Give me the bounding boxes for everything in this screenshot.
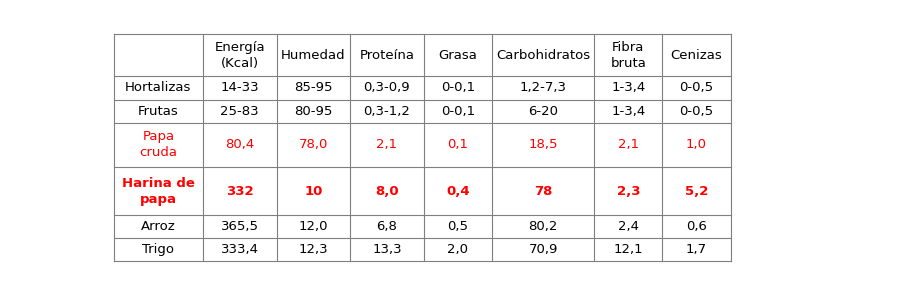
Text: Harina de
papa: Harina de papa <box>122 177 195 206</box>
Text: 13,3: 13,3 <box>372 243 401 256</box>
Text: Proteína: Proteína <box>359 49 414 62</box>
Text: 78: 78 <box>534 185 552 198</box>
Text: 12,3: 12,3 <box>298 243 329 256</box>
Text: Trigo: Trigo <box>142 243 175 256</box>
Text: 80-95: 80-95 <box>294 105 332 118</box>
Text: 333,4: 333,4 <box>221 243 258 256</box>
Text: 1,2-7,3: 1,2-7,3 <box>520 82 567 95</box>
Text: 2,0: 2,0 <box>448 243 469 256</box>
Text: Hortalizas: Hortalizas <box>126 82 191 95</box>
Text: 1,0: 1,0 <box>686 139 707 151</box>
Text: Fibra
bruta: Fibra bruta <box>611 41 646 70</box>
Text: Arroz: Arroz <box>141 220 176 233</box>
Text: 365,5: 365,5 <box>221 220 258 233</box>
Text: 0,3-0,9: 0,3-0,9 <box>364 82 410 95</box>
Text: 0,4: 0,4 <box>446 185 470 198</box>
Text: 0,6: 0,6 <box>686 220 707 233</box>
Text: 2,1: 2,1 <box>377 139 398 151</box>
Text: 12,1: 12,1 <box>613 243 643 256</box>
Text: 10: 10 <box>304 185 322 198</box>
Text: 12,0: 12,0 <box>298 220 329 233</box>
Text: 1-3,4: 1-3,4 <box>612 105 645 118</box>
Text: 18,5: 18,5 <box>529 139 558 151</box>
Text: 5,2: 5,2 <box>685 185 708 198</box>
Text: 25-83: 25-83 <box>220 105 259 118</box>
Text: 78,0: 78,0 <box>298 139 328 151</box>
Text: 0-0,1: 0-0,1 <box>440 82 475 95</box>
Text: 0-0,5: 0-0,5 <box>680 82 713 95</box>
Text: 6-20: 6-20 <box>528 105 558 118</box>
Text: Carbohidratos: Carbohidratos <box>496 49 591 62</box>
Text: Cenizas: Cenizas <box>671 49 723 62</box>
Text: 85-95: 85-95 <box>294 82 332 95</box>
Text: 1-3,4: 1-3,4 <box>612 82 645 95</box>
Text: 80,2: 80,2 <box>529 220 558 233</box>
Text: 0-0,5: 0-0,5 <box>680 105 713 118</box>
Text: 0,1: 0,1 <box>448 139 469 151</box>
Text: 0,5: 0,5 <box>448 220 469 233</box>
Text: 8,0: 8,0 <box>375 185 399 198</box>
Text: 0,3-1,2: 0,3-1,2 <box>363 105 410 118</box>
Text: 70,9: 70,9 <box>529 243 558 256</box>
Text: Frutas: Frutas <box>138 105 178 118</box>
Text: Energía
(Kcal): Energía (Kcal) <box>215 41 265 70</box>
Text: Papa
cruda: Papa cruda <box>139 130 177 159</box>
Text: 80,4: 80,4 <box>225 139 254 151</box>
Text: 332: 332 <box>226 185 254 198</box>
Text: Grasa: Grasa <box>439 49 477 62</box>
Text: 14-33: 14-33 <box>220 82 259 95</box>
Text: 2,4: 2,4 <box>618 220 639 233</box>
Text: 0-0,1: 0-0,1 <box>440 105 475 118</box>
Text: Humedad: Humedad <box>281 49 346 62</box>
Text: 6,8: 6,8 <box>377 220 398 233</box>
Text: 1,7: 1,7 <box>686 243 707 256</box>
Text: 2,3: 2,3 <box>617 185 640 198</box>
Text: 2,1: 2,1 <box>618 139 639 151</box>
